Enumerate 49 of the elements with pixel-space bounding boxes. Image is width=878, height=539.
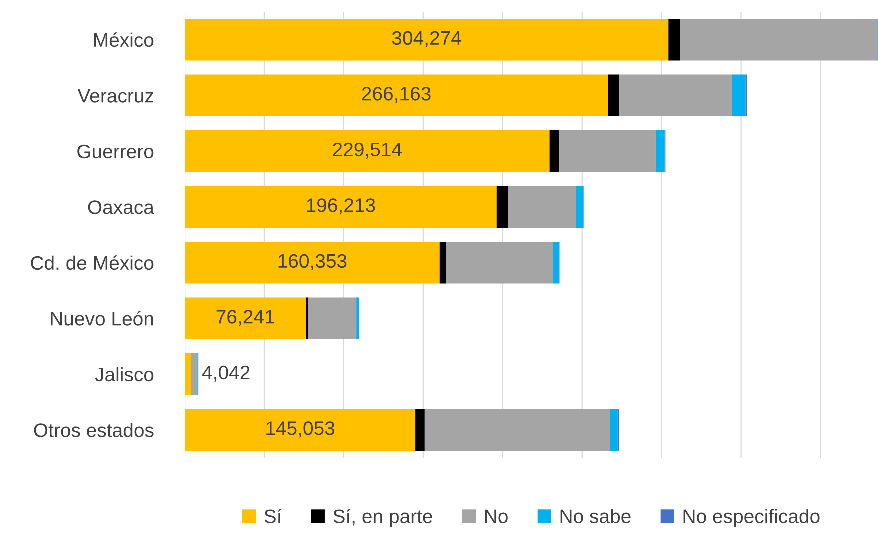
legend-label: Sí <box>264 508 282 524</box>
data-label: 145,053 <box>266 422 335 438</box>
data-label: 304,274 <box>392 31 462 48</box>
legend-label: No especificado <box>684 509 820 528</box>
bar <box>185 18 669 61</box>
bar <box>440 242 446 284</box>
bar <box>185 409 416 452</box>
y-tick-label: Cd. de México <box>31 256 154 270</box>
bar <box>496 186 508 228</box>
bar <box>560 130 656 172</box>
bar <box>416 409 425 452</box>
bar <box>508 186 576 228</box>
bar <box>185 298 306 340</box>
bar <box>620 74 732 117</box>
legend-label: Sí, en parte <box>334 508 432 528</box>
bar <box>668 18 680 61</box>
bar <box>185 353 192 396</box>
data-label: 76,241 <box>216 310 274 326</box>
bar <box>424 409 610 452</box>
bar <box>553 242 560 284</box>
bar <box>191 353 198 396</box>
bar <box>550 130 560 172</box>
y-tick-label: Jalisco <box>95 367 154 382</box>
data-label: 4,042 <box>202 366 250 382</box>
bar <box>732 74 746 117</box>
y-tick-label: Veracruz <box>78 89 154 103</box>
y-tick-label: Nuevo León <box>51 311 154 326</box>
data-label: 229,514 <box>333 142 402 159</box>
bar <box>185 130 550 172</box>
bar <box>608 74 620 117</box>
bar <box>185 186 497 228</box>
bar <box>610 409 618 452</box>
bar <box>185 74 608 117</box>
bar <box>185 242 440 284</box>
data-label: 266,163 <box>362 87 431 104</box>
bar <box>308 298 357 340</box>
bar <box>356 298 360 340</box>
data-label: 160,353 <box>278 254 347 270</box>
y-tick-label: Oaxaca <box>88 200 154 214</box>
data-label: 196,213 <box>307 198 376 215</box>
legend-label: No sabe <box>560 509 631 524</box>
y-tick-label: Otros estados <box>34 423 154 438</box>
y-tick-label: Guerrero <box>78 144 154 159</box>
bar <box>680 18 878 61</box>
y-tick-label: México <box>94 32 154 48</box>
bar <box>576 186 584 228</box>
legend-label: No <box>485 510 508 524</box>
bar <box>656 130 665 172</box>
bar <box>446 242 554 284</box>
